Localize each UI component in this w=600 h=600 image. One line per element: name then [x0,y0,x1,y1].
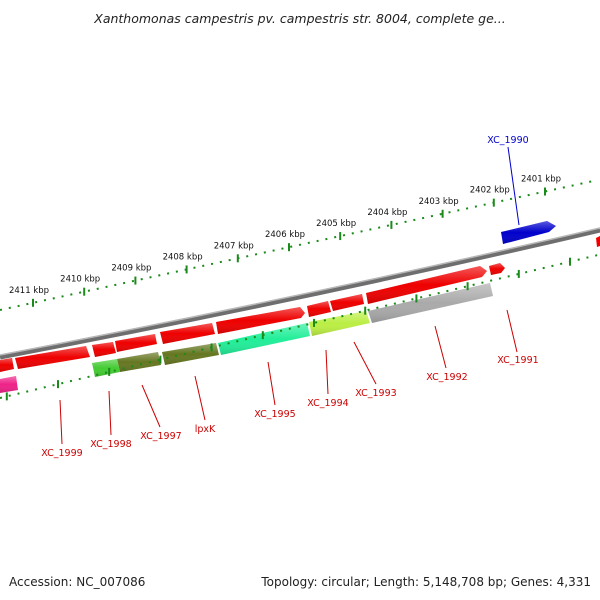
gene-xc-1997-leader [141,384,161,428]
inner-minor-ticks [0,254,599,399]
gene-red-segment-3[interactable] [307,301,331,317]
gene-xc-1997-label[interactable]: XC_1997 [140,431,181,442]
gene-xc-1994-label[interactable]: XC_1994 [307,398,348,409]
gene-xc-1992-label[interactable]: XC_1992 [426,372,467,383]
gene-red-segment-1[interactable] [366,266,487,304]
gene-xc-1995-label[interactable]: XC_1995 [254,409,295,420]
map-title: Xanthomonas campestris pv. campestris st… [93,11,505,26]
gene-xc-1991-label[interactable]: XC_1991 [497,355,538,366]
outer-kbp-labels: 2401 kbp 2402 kbp 2403 kbp 2404 kbp 2405 kbp… [9,175,561,296]
kbp-label: 2410 kbp [60,275,100,285]
topology-summary-text: Topology: circular; Length: 5,148,708 bp… [260,575,591,589]
kbp-label: 2405 kbp [316,219,356,229]
gene-red-segment-5[interactable] [160,323,215,344]
gene-xc-1992-leader [434,325,447,369]
inner-major-ticks [5,257,571,401]
gene-xc-1998-block[interactable] [92,359,120,377]
kbp-label: 2409 kbp [111,264,151,274]
kbp-label: 2402 kbp [470,186,510,196]
gene-xc-1990-label[interactable]: XC_1990 [487,135,528,146]
kbp-label: 2404 kbp [367,208,407,218]
kbp-label: 2401 kbp [521,175,561,185]
gene-xc-1993-leader [353,341,377,385]
accession-text: Accession: NC_007086 [9,575,145,589]
gene-lpxk-label[interactable]: lpxK [195,424,216,435]
genome-backbone [0,227,600,360]
kbp-label: 2411 kbp [9,286,49,296]
kbp-label: 2406 kbp [265,230,305,240]
gene-xc-1998-label[interactable]: XC_1998 [90,439,131,450]
gene-red-segment-8[interactable] [15,346,90,369]
gene-red-segment-4[interactable] [216,307,305,334]
gene-pink-block[interactable] [0,376,18,393]
gene-xc-1998-leader [108,390,112,436]
gene-xc-1999-label[interactable]: XC_1999 [41,448,82,459]
gene-red-segment-9[interactable] [0,358,14,372]
gene-red-segment-6[interactable] [115,334,157,352]
gene-xc-1993-block[interactable] [309,311,370,336]
kbp-label: 2408 kbp [163,252,203,262]
gene-xc-1990-leader [507,146,520,226]
gene-xc-1995-block[interactable] [218,323,310,355]
gene-lpxk-block[interactable] [162,343,219,365]
function-color-row [0,283,493,393]
gene-xc-1990-arrow[interactable] [501,221,556,244]
gene-xc-1993-label[interactable]: XC_1993 [355,388,396,399]
gene-red-segment-7[interactable] [92,342,116,357]
genome-backbone-highlight [0,227,600,356]
outer-minor-ticks [0,179,599,311]
gene-xc-1991-leader [506,309,518,353]
kbp-label: 2403 kbp [419,197,459,207]
gene-xc-1992-block[interactable] [368,283,493,323]
gene-xc-1997-block[interactable] [117,352,161,372]
gene-xc-1990-shade [501,221,556,244]
gene-edge-fragment[interactable] [596,236,600,247]
gene-lpxk-leader [194,375,206,421]
inner-tick-track [0,254,599,401]
forward-gene-row [0,263,505,372]
gene-red-segment-2[interactable] [330,294,364,311]
gene-xc-1994-leader [325,349,329,395]
gene-xc-1995-leader [267,361,276,406]
gene-labels: XC_1991 XC_1992 XC_1993 XC_1994 XC_1995 … [41,309,539,459]
gene-xc-1991-arrow[interactable] [489,263,505,275]
gene-xc-1999-leader [59,399,63,445]
outer-tick-track: 2401 kbp 2402 kbp 2403 kbp 2404 kbp 2405 kbp… [0,175,599,311]
kbp-label: 2407 kbp [214,241,254,251]
outer-major-ticks [32,187,546,307]
